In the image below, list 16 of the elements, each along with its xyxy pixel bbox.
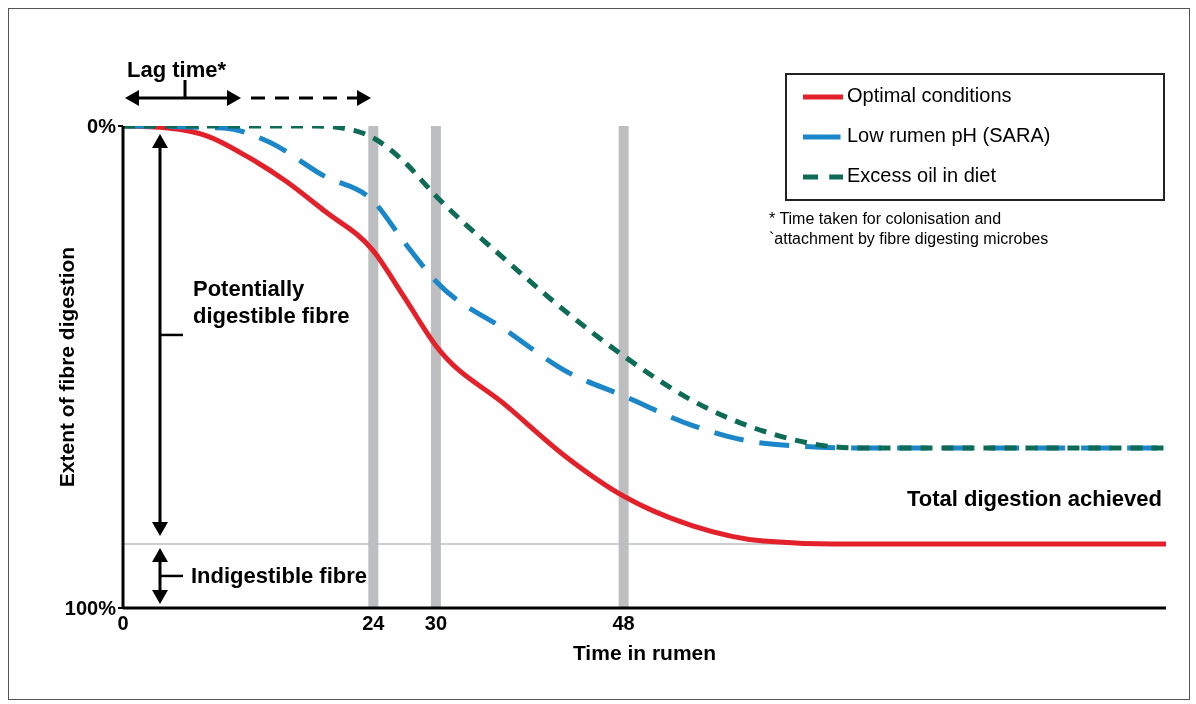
y-axis-title: Extent of fibre digestion (55, 246, 79, 488)
y-tick-label: 100% (64, 597, 117, 620)
x-tick-label: 30 (424, 612, 448, 635)
legend-label: Optimal conditions (847, 84, 1012, 107)
y-tick-label: 0% (87, 115, 117, 138)
annotation: * Time taken for colonisation and `attachment by fibre digesting microbes (769, 209, 1050, 249)
x-tick-label: 0 (117, 612, 129, 635)
legend-label: Excess oil in diet (847, 164, 996, 187)
ref-line-label: Total digestion achieved (906, 485, 1162, 511)
annotation: Potentially digestible fibre (193, 274, 351, 330)
x-tick-label: 24 (362, 612, 386, 635)
x-tick-label: 48 (612, 612, 635, 635)
annotation: Indigestible fibre (191, 561, 368, 590)
x-axis-title: Time in rumen (572, 641, 717, 664)
text: Lag time* (127, 56, 227, 84)
legend-label: Low rumen pH (SARA) (847, 124, 1051, 147)
